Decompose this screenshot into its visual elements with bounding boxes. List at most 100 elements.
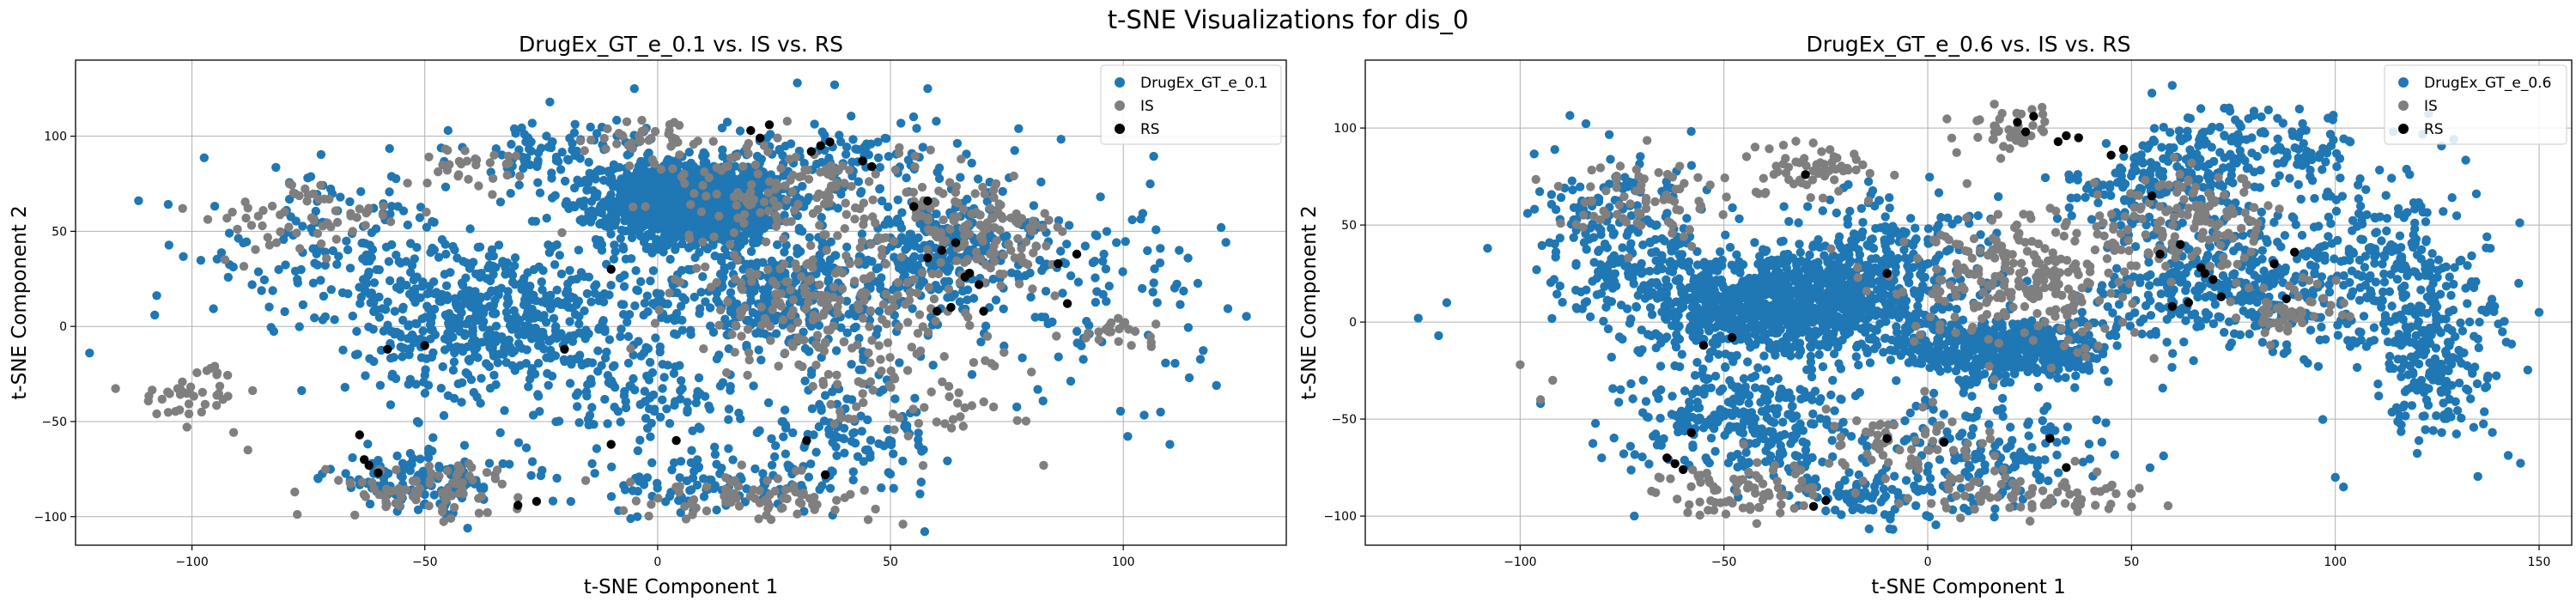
scatter-point — [778, 315, 788, 325]
scatter-point — [951, 197, 960, 206]
scatter-point — [483, 507, 492, 518]
scatter-point — [209, 304, 218, 313]
scatter-point — [556, 165, 566, 174]
scatter-point — [793, 509, 802, 519]
scatter-point — [348, 227, 357, 236]
scatter-point — [630, 301, 640, 311]
scatter-point — [820, 391, 830, 400]
scatter-point — [895, 358, 904, 367]
scatter-point — [832, 379, 842, 389]
scatter-point — [901, 245, 910, 254]
scatter-point — [1130, 326, 1140, 337]
scatter-point — [1072, 249, 1082, 259]
scatter-point — [1040, 313, 1050, 322]
scatter-point — [1025, 268, 1035, 278]
scatter-point — [361, 492, 370, 501]
scatter-point — [501, 159, 511, 169]
scatter-point — [477, 373, 486, 383]
scatter-point — [506, 267, 516, 276]
scatter-point — [298, 222, 307, 231]
scatter-point — [499, 349, 508, 359]
scatter-point — [1112, 238, 1121, 247]
scatter-point — [618, 506, 629, 515]
scatter-point — [817, 213, 826, 222]
scatter-point — [519, 274, 529, 283]
scatter-point — [346, 211, 355, 221]
scatter-point — [295, 322, 304, 331]
scatter-point — [610, 221, 619, 230]
scatter-point — [908, 187, 919, 197]
scatter-point — [770, 185, 780, 194]
scatter-point — [364, 203, 374, 213]
scatter-point — [1096, 192, 1105, 202]
scatter-point — [280, 307, 289, 317]
scatter-point — [860, 295, 869, 306]
scatter-point — [565, 379, 575, 388]
scatter-point — [549, 242, 558, 252]
scatter-point — [847, 112, 856, 121]
scatter-point — [714, 211, 724, 221]
scatter-point — [463, 370, 473, 379]
scatter-point — [620, 386, 629, 397]
scatter-point — [914, 310, 925, 319]
scatter-point — [624, 310, 635, 319]
scatter-point — [1027, 367, 1036, 377]
scatter-point — [642, 291, 652, 300]
scatter-point — [986, 250, 995, 259]
scatter-point — [898, 519, 908, 529]
x-tick-label: −100 — [175, 555, 208, 569]
scatter-point — [829, 430, 840, 440]
scatter-point — [646, 186, 656, 196]
scatter-point — [507, 277, 518, 287]
scatter-point — [865, 322, 874, 331]
scatter-point — [737, 331, 746, 341]
scatter-point — [675, 150, 684, 160]
scatter-point — [428, 216, 437, 227]
scatter-point — [152, 409, 161, 419]
scatter-point — [438, 361, 447, 372]
scatter-point — [754, 228, 764, 238]
scatter-point — [857, 229, 867, 239]
scatter-point — [334, 252, 343, 261]
scatter-point — [580, 146, 589, 155]
scatter-point — [787, 216, 796, 227]
scatter-point — [663, 361, 672, 370]
scatter-point — [645, 357, 655, 367]
scatter-point — [754, 514, 763, 524]
scatter-point — [910, 393, 920, 403]
scatter-point — [1242, 312, 1251, 321]
y-tick-label: −50 — [41, 416, 67, 429]
scatter-point — [1156, 407, 1165, 417]
scatter-point — [877, 251, 887, 260]
scatter-point — [752, 238, 762, 247]
scatter-point — [978, 236, 987, 246]
scatter-point — [1041, 287, 1051, 296]
scatter-point — [999, 348, 1009, 357]
scatter-point — [833, 231, 842, 240]
scatter-point — [825, 325, 835, 335]
scatter-point — [578, 217, 588, 227]
scatter-point — [519, 130, 530, 139]
scatter-point — [737, 460, 746, 470]
scatter-point — [465, 471, 474, 481]
scatter-point — [854, 177, 863, 186]
scatter-point — [827, 162, 836, 172]
scatter-point — [736, 312, 745, 321]
scatter-point — [656, 220, 665, 229]
scatter-point — [196, 256, 206, 265]
scatter-point — [625, 477, 635, 487]
scatter-point — [458, 347, 468, 356]
scatter-point — [724, 444, 733, 453]
scatter-point — [687, 446, 696, 455]
scatter-point — [556, 300, 566, 309]
scatter-point — [931, 316, 940, 326]
scatter-point — [676, 301, 686, 311]
scatter-point — [1026, 292, 1036, 302]
scatter-point — [437, 488, 447, 497]
scatter-point — [619, 282, 629, 291]
scatter-point — [807, 404, 817, 414]
scatter-point — [716, 305, 726, 315]
scatter-point — [569, 183, 580, 193]
scatter-point — [736, 191, 745, 201]
scatter-point — [944, 381, 954, 392]
